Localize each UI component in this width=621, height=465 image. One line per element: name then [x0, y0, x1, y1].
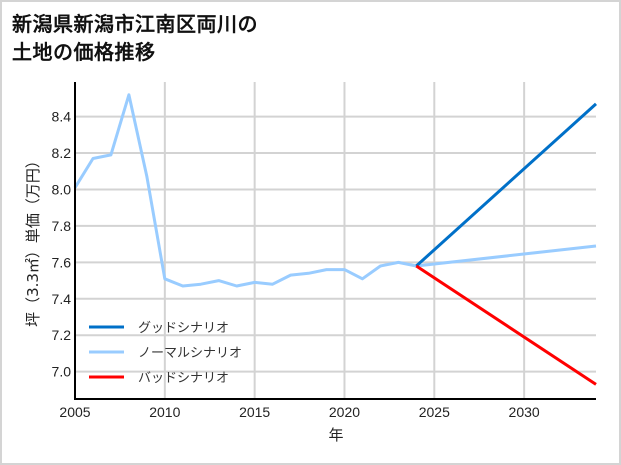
- x-tick-label: 2030: [509, 404, 540, 420]
- series-line-2: [415, 264, 597, 386]
- y-axis-label: 坪（3.3㎡）単価（万円）: [24, 153, 42, 327]
- legend-label: グッドシナリオ: [138, 321, 229, 336]
- series-line-1: [73, 93, 597, 288]
- y-axis-ticks: 7.0 7.2 7.4 7.6 7.8 8.0 8.2 8.4: [52, 109, 72, 380]
- y-tick-label: 8.4: [52, 109, 72, 125]
- y-tick-label: 8.2: [52, 145, 72, 161]
- x-tick-label: 2025: [419, 404, 450, 420]
- axes: [74, 82, 596, 400]
- y-tick-label: 7.6: [52, 254, 72, 270]
- grid-lines: [75, 82, 596, 399]
- y-tick-label: 7.0: [52, 364, 72, 380]
- y-tick-label: 7.4: [52, 291, 72, 307]
- chart-title: 新潟県新潟市江南区両川の 土地の価格推移: [12, 10, 258, 66]
- legend-label: バッドシナリオ: [138, 371, 229, 386]
- x-tick-label: 2015: [239, 404, 270, 420]
- x-axis-label: 年: [328, 426, 343, 444]
- x-tick-label: 2010: [149, 404, 180, 420]
- series-lines: [73, 93, 598, 386]
- chart-title-line-1: 新潟県新潟市江南区両川の: [12, 12, 258, 36]
- x-tick-label: 2005: [59, 404, 90, 420]
- chart-title-line-2: 土地の価格推移: [12, 40, 156, 64]
- y-tick-label: 8.0: [52, 181, 72, 197]
- series-line-0: [415, 102, 598, 268]
- x-tick-label: 2020: [329, 404, 360, 420]
- x-axis-ticks: 2005 2010 2015 2020 2025 2030: [59, 404, 539, 420]
- y-tick-label: 7.8: [52, 218, 72, 234]
- legend-label: ノーマルシナリオ: [138, 346, 242, 361]
- y-tick-label: 7.2: [52, 327, 72, 343]
